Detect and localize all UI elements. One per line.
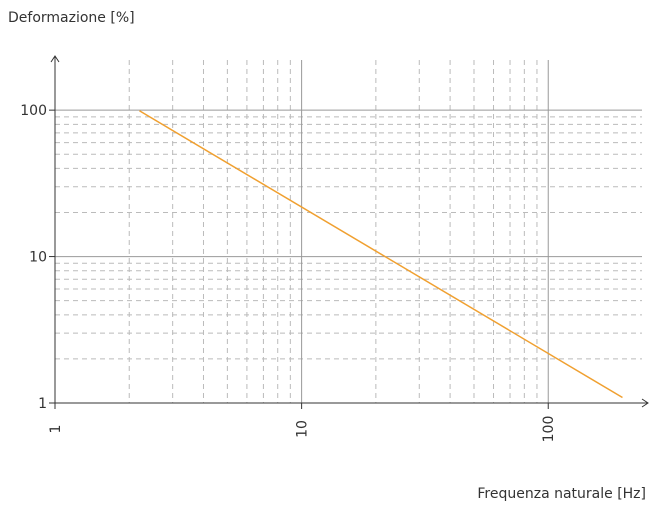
x-tick-label: 10: [295, 420, 311, 438]
y-tick-label: 100: [20, 103, 47, 119]
x-axis-arrow: [641, 398, 649, 408]
x-axis-label: Frequenza naturale [Hz]: [477, 486, 646, 502]
y-axis-label: Deformazione [%]: [8, 10, 135, 26]
y-axis-arrow: [50, 55, 60, 63]
x-tick-label: 100: [541, 416, 557, 443]
y-tick-label: 1: [38, 396, 47, 412]
y-tick-label: 10: [29, 250, 47, 266]
x-tick-label: 1: [48, 425, 64, 434]
data-line: [139, 110, 623, 399]
